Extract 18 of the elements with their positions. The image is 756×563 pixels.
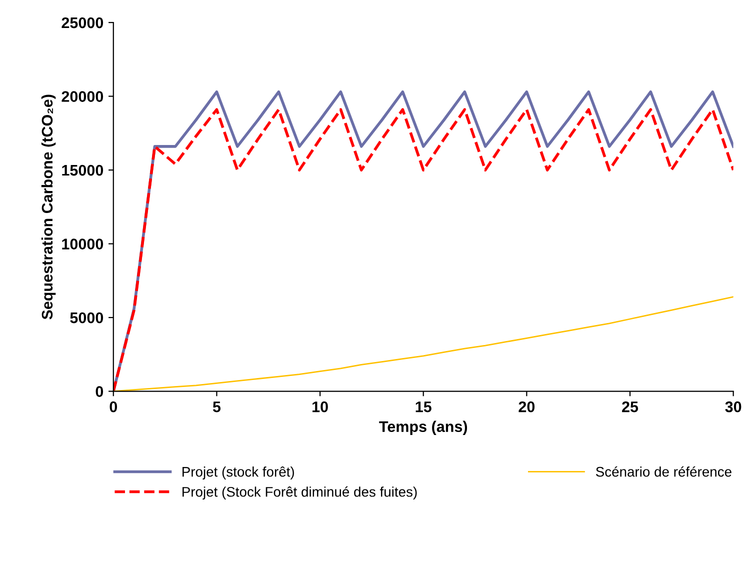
x-axis-title: Temps (ans) xyxy=(379,420,468,436)
y-tick-label: 25000 xyxy=(62,17,104,28)
legend-label: Projet (stock forêt) xyxy=(182,466,294,480)
y-tick-label: 20000 xyxy=(62,91,104,102)
x-tick-label: 5 xyxy=(212,402,221,412)
y-tick-label: 10000 xyxy=(62,238,104,250)
x-tick-label: 20 xyxy=(518,401,535,412)
x-tick-label: 0 xyxy=(110,401,118,412)
y-tick-label: 5000 xyxy=(70,312,104,324)
legend-label: Scénario de référence xyxy=(596,466,732,477)
x-tick-label: 10 xyxy=(312,401,328,412)
y-axis-title: Sequestration Carbone (tCO₂e) xyxy=(41,94,56,320)
x-tick-label: 25 xyxy=(622,401,638,412)
x-tick-label: 15 xyxy=(416,402,432,412)
y-tick-label: 0 xyxy=(96,386,104,397)
y-tick-label: 15000 xyxy=(62,164,104,176)
x-tick-label: 30 xyxy=(725,401,742,412)
legend-label: Projet (Stock Forêt diminué des fuites) xyxy=(182,486,417,500)
